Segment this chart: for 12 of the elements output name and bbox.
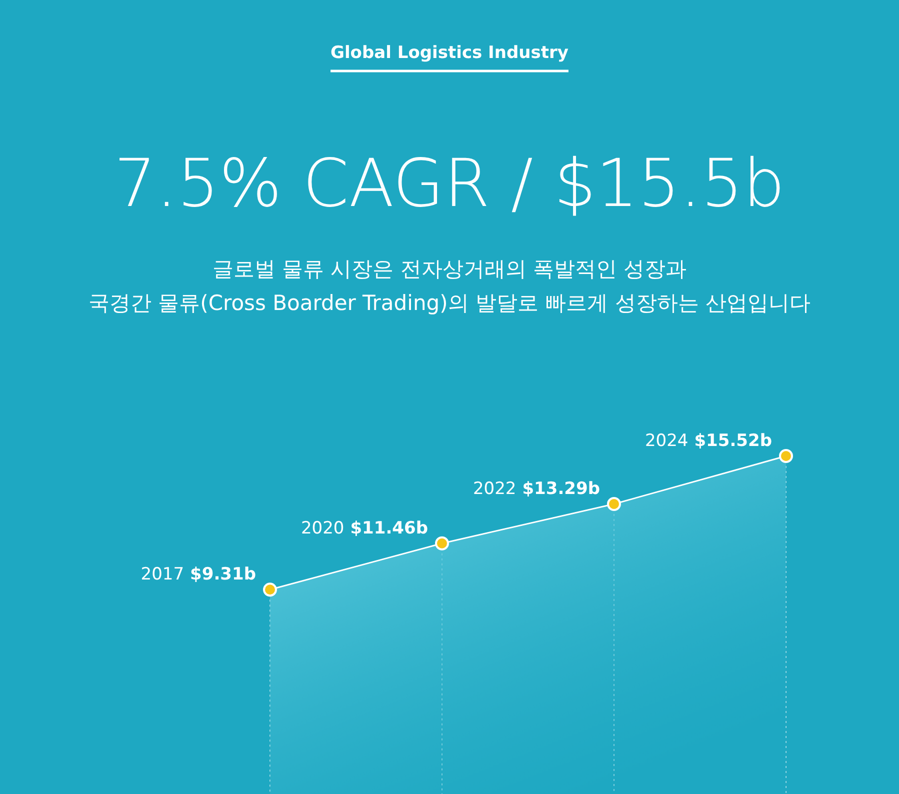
text: 2024 <box>644 431 688 451</box>
data-label: $15.52b <box>694 431 772 451</box>
text: 국경간 물류(Cross Boarder Trading)의 발달로 빠르게 성장하는 산업입니다 <box>88 291 810 315</box>
text: 글로벌 물류 시장은 전자상거래의 폭발적인 성장과 <box>212 257 687 281</box>
annotation: 2022 <box>472 478 516 499</box>
chart-subtitle: 7.5% CAGR / $15.5b <box>114 145 785 222</box>
annotation: 2017 <box>140 564 184 585</box>
data-label: $9.31b <box>190 564 256 585</box>
data-label: $11.46b <box>350 518 428 538</box>
data-label: $13.29b <box>522 478 600 499</box>
chart-title: Global Logistics Industry <box>330 43 568 63</box>
annotation: 2020 <box>300 518 344 538</box>
